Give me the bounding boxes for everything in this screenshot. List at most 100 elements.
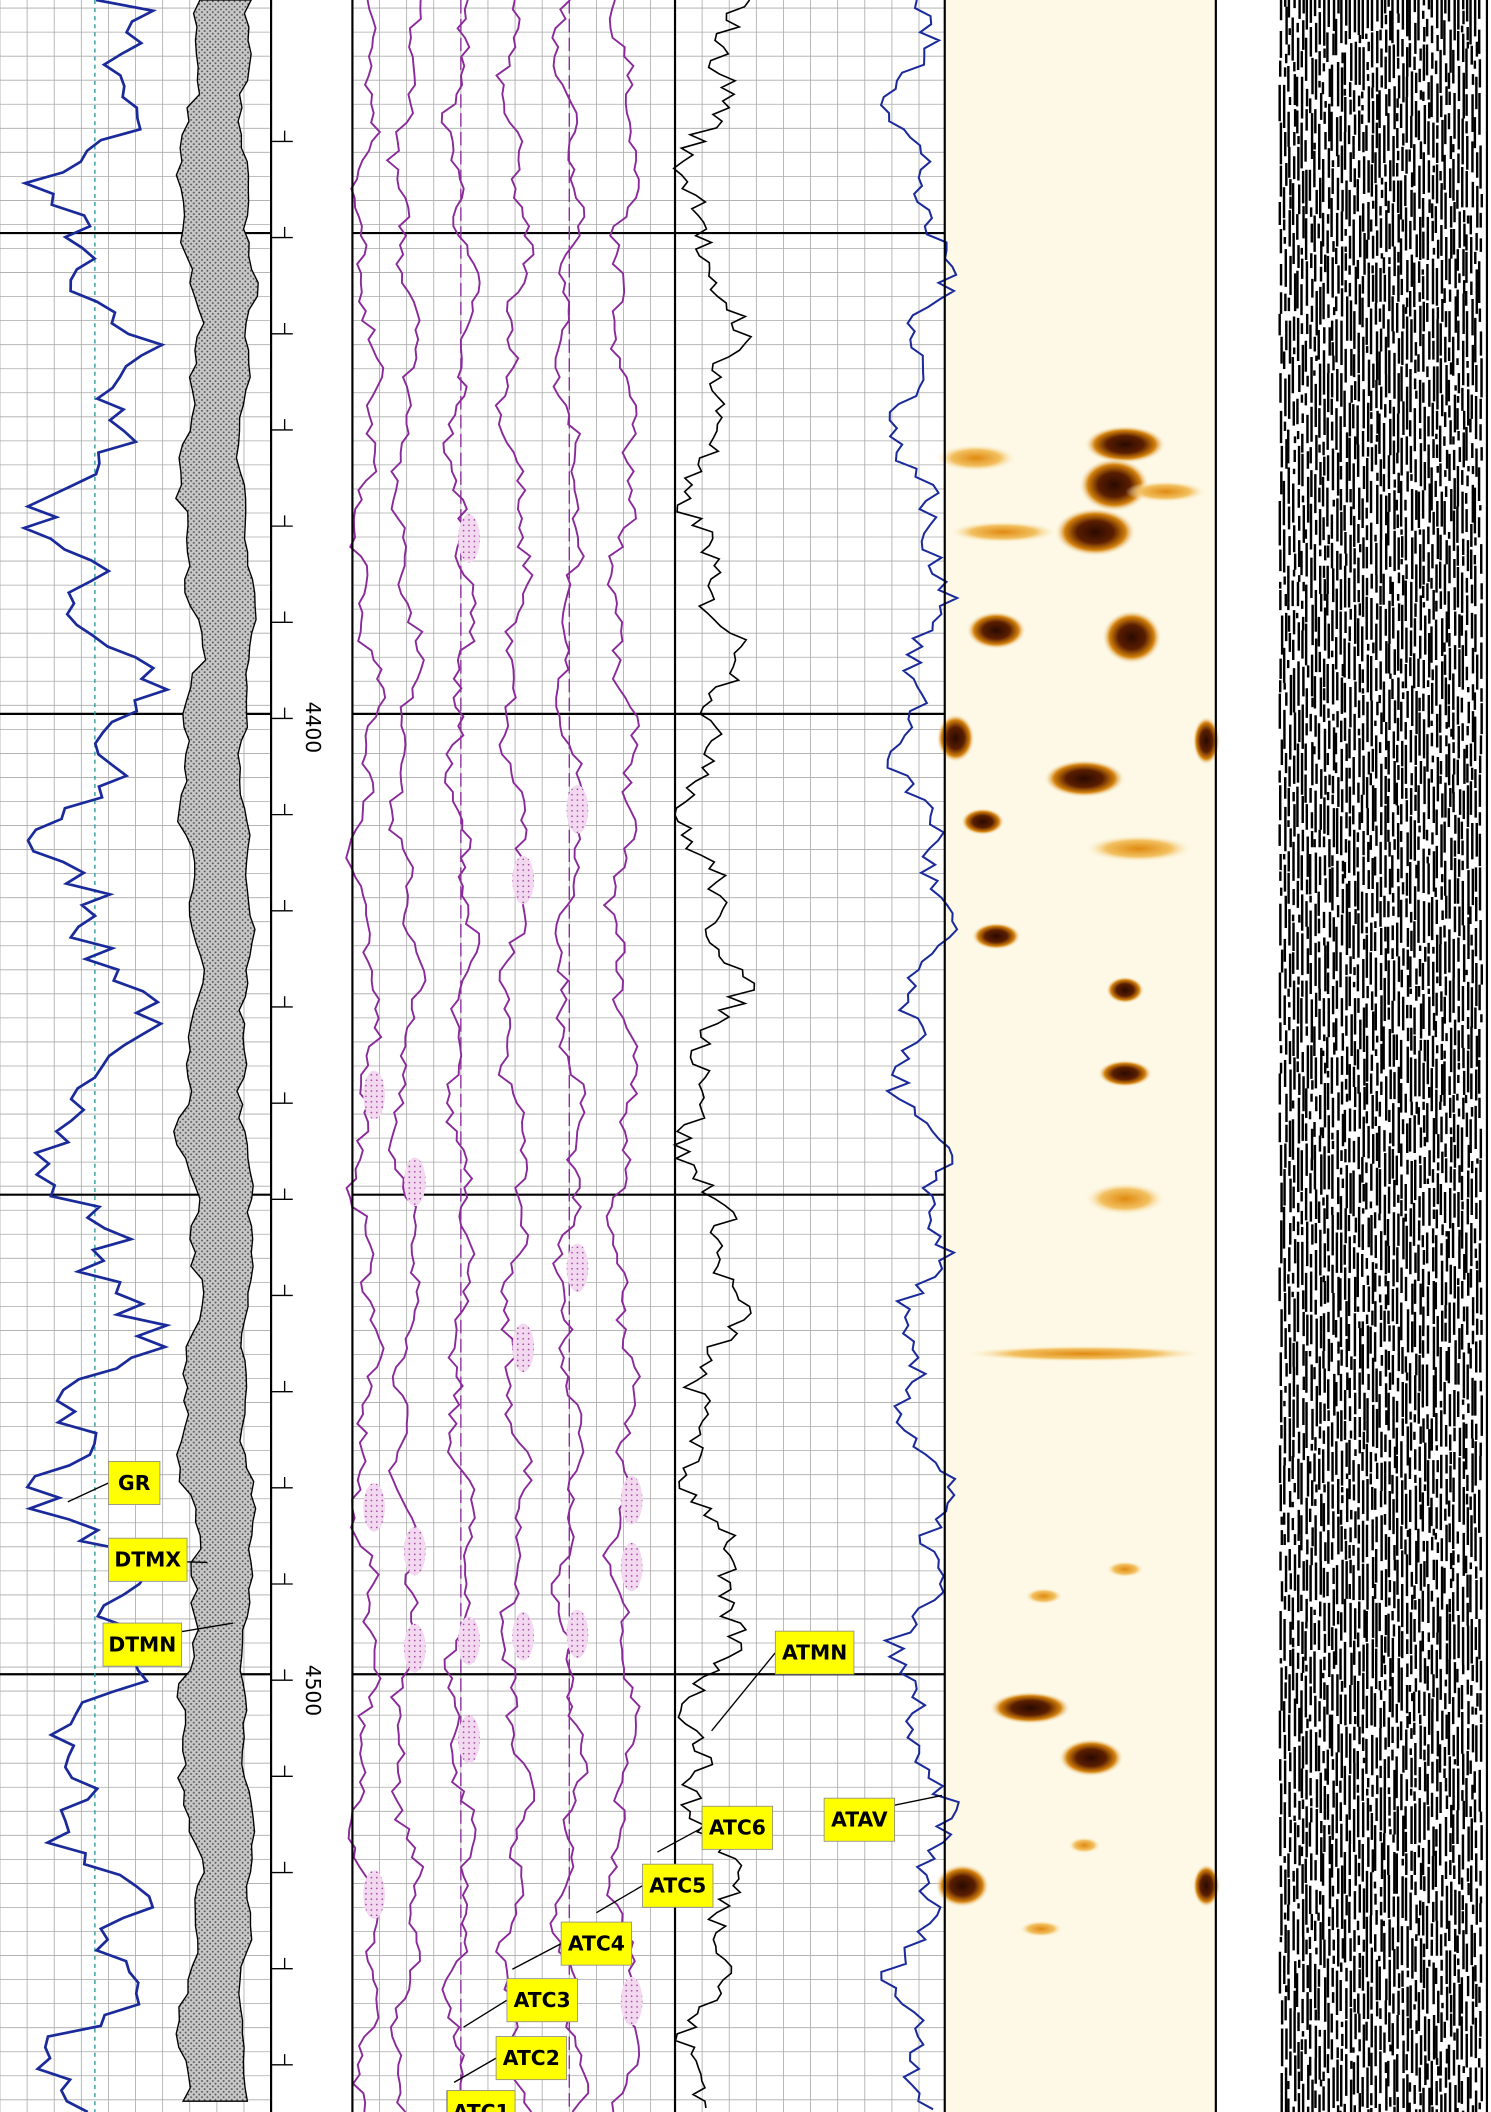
image-blob: [989, 1691, 1071, 1725]
depth-tick: [271, 1861, 293, 1874]
label-box: [446, 2090, 516, 2112]
depth-tick: [271, 1957, 293, 1970]
label-box: [642, 1863, 714, 1908]
texture-stripe: [1412, 0, 1418, 2112]
image-track: [935, 425, 1220, 1937]
label-leader: [657, 1827, 703, 1853]
texture-stripe: [1343, 0, 1349, 2112]
texture-stripe: [1291, 0, 1297, 2112]
label-leader: [711, 1652, 776, 1732]
curve-label: ATC3: [514, 1988, 571, 2012]
image-blob: [1024, 1588, 1063, 1605]
image-blob: [936, 713, 975, 763]
image-blob: [966, 611, 1027, 650]
texture-stripe: [1347, 0, 1353, 2112]
texture-stripe: [1408, 0, 1414, 2112]
image-blob: [1068, 1837, 1101, 1854]
texture-stripe: [1356, 0, 1362, 2112]
depth-tick: [271, 515, 293, 527]
image-blob: [1192, 1864, 1220, 1908]
texture-stripe: [1473, 0, 1479, 2112]
texture-stripe: [1330, 0, 1336, 2108]
texture-stripe: [1386, 0, 1392, 2107]
label-leader: [512, 1943, 562, 1970]
texture-stripe: [1308, 0, 1314, 2112]
label-box: [823, 1797, 896, 1842]
curve-label: ATC2: [503, 2046, 560, 2070]
image-blob: [935, 1864, 990, 1908]
grid: [0, 0, 945, 2112]
depth-label: 4400: [301, 702, 325, 753]
atc-curve: [602, 0, 642, 2112]
texture-stripe: [1317, 0, 1323, 2112]
depth-tick: [271, 1188, 293, 1200]
image-blob: [1084, 1182, 1166, 1215]
image-blob: [1101, 610, 1162, 665]
image-blob: [961, 808, 1005, 836]
curve-label: ATC1: [453, 2100, 510, 2112]
texture-stripe: [1447, 0, 1453, 2112]
label-box: [108, 1461, 161, 1505]
depth-tick: [271, 803, 293, 816]
texture-stripe: [1313, 0, 1319, 2108]
texture-stripe: [1282, 0, 1288, 2112]
atc-fill: [403, 1157, 426, 1207]
depth-tick: [271, 1669, 293, 1681]
image-blob: [971, 922, 1021, 950]
texture-stripe: [1378, 0, 1384, 2112]
atav-curve: [879, 0, 960, 2111]
image-blob: [1084, 425, 1166, 464]
image-blob: [935, 444, 1017, 472]
image-blob: [948, 521, 1058, 543]
depth-tick: [271, 707, 293, 720]
texture-stripe: [1391, 0, 1397, 2112]
atc-curve: [549, 0, 590, 2112]
image-blob: [1192, 716, 1220, 766]
atc-fill: [566, 1609, 589, 1659]
texture-stripe: [1365, 0, 1371, 2112]
depth-tick: [271, 1092, 293, 1104]
texture-stripe: [1469, 0, 1475, 2112]
atc-fill: [566, 785, 589, 834]
depth-tick: [271, 900, 293, 912]
atc-fill: [458, 1714, 480, 1764]
texture-stripe: [1430, 0, 1436, 2112]
atc-fill: [363, 1070, 385, 1120]
atc-fill: [512, 855, 535, 905]
atc-fill: [458, 514, 480, 563]
texture-stripe: [1352, 0, 1358, 2112]
curve-label: ATC6: [709, 1816, 766, 1840]
texture-stripe: [1417, 0, 1423, 2112]
depth-tick: [271, 611, 293, 623]
atc-fill: [512, 1323, 535, 1372]
image-blob: [1078, 457, 1150, 512]
label-box: [701, 1805, 774, 1850]
image-blob: [1125, 480, 1207, 503]
depth-tick: [271, 1477, 293, 1489]
atc-curve: [385, 0, 427, 2112]
atmn-curve: [672, 0, 756, 2109]
curve-label: ATAV: [831, 1808, 888, 1832]
texture-stripe: [1278, 0, 1284, 2112]
texture-stripe: [1460, 0, 1466, 2112]
depth-tick: [271, 1573, 293, 1585]
depth-tick: [271, 322, 293, 335]
texture-stripe: [1395, 0, 1401, 2112]
atc-fill: [512, 1612, 535, 1661]
image-blob: [1054, 507, 1136, 557]
texture-stripe: [1360, 0, 1366, 2107]
atc-fill: [458, 1616, 480, 1665]
texture-stripe: [1321, 0, 1327, 2112]
texture-stripe: [1438, 0, 1444, 2112]
atc-fill: [620, 1542, 643, 1592]
label-leader: [463, 1999, 508, 2028]
image-blob: [1058, 1738, 1124, 1777]
texture-stripe: [1334, 0, 1340, 2112]
caliper-fill: [173, 0, 259, 2102]
depth-tick: [271, 419, 293, 431]
image-blob: [962, 1345, 1207, 1362]
texture-stripe: [1451, 0, 1457, 2112]
label-leader: [67, 1482, 109, 1503]
label-box: [560, 1921, 633, 1966]
